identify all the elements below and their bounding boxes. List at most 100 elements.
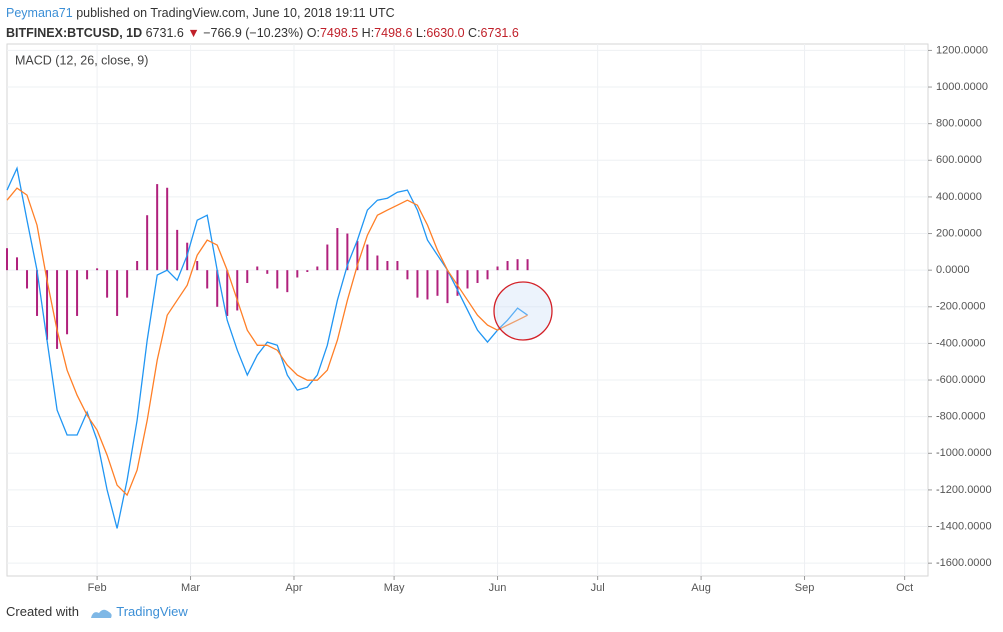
indicator-label: MACD (12, 26, close, 9) xyxy=(15,53,148,67)
histogram-bar xyxy=(466,270,469,289)
y-tick-label: 0.0000 xyxy=(936,264,970,276)
ohlc-label: O: xyxy=(306,26,320,40)
histogram-bar xyxy=(36,270,39,316)
y-tick-label: -1600.0000 xyxy=(936,557,992,569)
histogram-bar xyxy=(76,270,79,316)
created: Created with xyxy=(6,604,79,619)
ohlc-label: L: xyxy=(415,26,427,40)
histogram-bar xyxy=(246,270,249,283)
histogram-bar xyxy=(426,270,429,300)
histogram-bar xyxy=(156,184,159,271)
y-tick-label: 800.0000 xyxy=(936,118,982,130)
y-tick-label: 1000.0000 xyxy=(936,81,988,93)
y-tick-label: -1200.0000 xyxy=(936,484,992,496)
ohlc-value: 7498.5 xyxy=(319,26,359,40)
histogram-bar xyxy=(276,270,279,289)
histogram-bar xyxy=(66,270,69,335)
y-tick-label: -1400.0000 xyxy=(936,520,992,532)
histogram-bar xyxy=(516,259,519,271)
ohlc-value: 7498.6 xyxy=(374,26,413,40)
y-tick-label: 200.0000 xyxy=(936,227,982,239)
histogram-bar xyxy=(486,270,489,280)
published: published on TradingView.com, June 10, 2… xyxy=(76,6,395,20)
histogram-bar xyxy=(106,270,109,298)
x-tick-label: Feb xyxy=(88,582,107,594)
histogram-bar xyxy=(296,270,299,278)
arrow: ▼ xyxy=(187,26,200,40)
histogram-bar xyxy=(526,259,529,271)
header: Peymana71 published on TradingView.com, … xyxy=(6,3,519,43)
histogram-bar xyxy=(306,270,309,272)
y-tick-label: 400.0000 xyxy=(936,191,982,203)
histogram-bar xyxy=(346,233,349,271)
y-tick-label: -800.0000 xyxy=(936,411,986,423)
line-macd xyxy=(6,166,528,529)
x-tick-label: Oct xyxy=(896,582,913,594)
x-tick-label: Jul xyxy=(591,582,605,594)
histogram-bar xyxy=(236,270,239,311)
histogram-bar xyxy=(356,240,359,271)
histogram-bar xyxy=(96,268,99,271)
x-tick-label: Sep xyxy=(795,582,815,594)
x-tick-label: Mar xyxy=(181,582,200,594)
histogram-bar xyxy=(16,257,19,271)
histogram-bar xyxy=(456,270,459,296)
y-tick-label: -600.0000 xyxy=(936,374,986,386)
y-tick-label: 600.0000 xyxy=(936,154,982,166)
y-tick-label: -200.0000 xyxy=(936,301,986,313)
chart: 1200.0000 1000.0000 800.0000 600.0000 400.00… xyxy=(6,43,992,594)
histogram-bar xyxy=(206,270,209,289)
logo xyxy=(90,609,112,618)
histogram-bar xyxy=(56,270,59,349)
author[interactable]: Peymana71 xyxy=(6,6,73,20)
histogram-bar xyxy=(326,244,329,271)
histogram-bar xyxy=(366,244,369,271)
histogram-bar xyxy=(196,261,199,271)
brand[interactable]: TradingView xyxy=(116,604,188,619)
histogram-bar xyxy=(336,228,339,271)
histogram-bar xyxy=(116,270,119,316)
symbol-line: BITFINEX:BTCUSD, 1D 6731.6 ▼ −766.9 (−10… xyxy=(6,23,519,43)
x-tick-label: Apr xyxy=(285,582,302,594)
histogram-bar xyxy=(26,270,29,289)
y-tick-label: -1000.0000 xyxy=(936,447,992,459)
histogram-bar xyxy=(146,215,149,271)
histogram-bar xyxy=(136,261,139,271)
histogram-bar xyxy=(216,270,219,307)
publish-line: Peymana71 published on TradingView.com, … xyxy=(6,3,519,23)
histogram-bar xyxy=(416,270,419,298)
histogram-bar xyxy=(46,270,49,340)
histogram-bar xyxy=(166,187,169,271)
line-signal xyxy=(6,187,528,497)
histogram-bar xyxy=(446,270,449,304)
ohlc-value: 6731.6 xyxy=(480,26,519,40)
histogram-bar xyxy=(226,270,229,316)
histogram-bar xyxy=(506,261,509,271)
histogram-bar xyxy=(176,229,179,271)
histogram-bar xyxy=(286,270,289,293)
highlight-circle xyxy=(493,281,553,341)
y-tick-label: 1200.0000 xyxy=(936,44,988,56)
ohlc-value: 6630.0 xyxy=(426,26,465,40)
histogram-bar xyxy=(496,266,499,271)
histogram-bar xyxy=(316,266,319,271)
histogram-bar xyxy=(376,255,379,271)
change: −766.9 (−10.23%) xyxy=(203,26,304,40)
ohlc-label: H: xyxy=(361,26,375,40)
histogram-bar xyxy=(266,270,269,274)
histogram-bar xyxy=(126,270,129,298)
footer: Created with TradingView xyxy=(6,604,188,620)
ohlc: O:7498.5 H:7498.6 L:6630.0 C:6731.6 xyxy=(307,26,519,40)
symbol: BITFINEX:BTCUSD, 1D xyxy=(6,26,143,40)
x-tick-label: Jun xyxy=(489,582,507,594)
x-tick-label: May xyxy=(384,582,405,594)
histogram-bar xyxy=(436,270,439,296)
y-tick-label: -400.0000 xyxy=(936,337,986,349)
histogram-bar xyxy=(386,261,389,271)
x-tick-label: Aug xyxy=(691,582,711,594)
ohlc-label: C: xyxy=(468,26,481,40)
histogram-bar xyxy=(396,261,399,271)
histogram-bar xyxy=(476,270,479,283)
histogram-bar xyxy=(86,270,89,280)
